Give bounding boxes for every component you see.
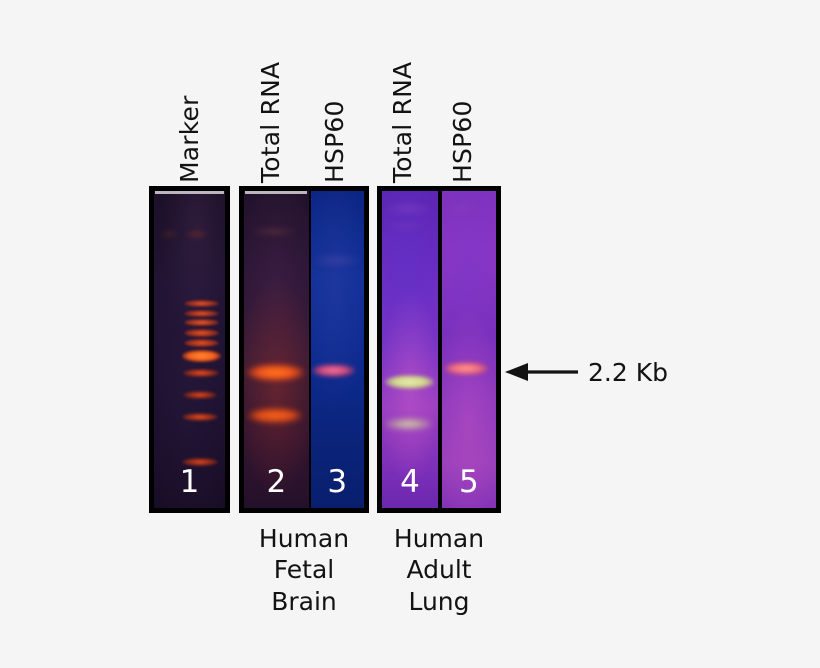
- marker-band-4: [183, 329, 220, 337]
- lane-number-5: 5: [459, 463, 479, 500]
- marker-band-1: [183, 300, 220, 308]
- gel-lane-divider: [437, 191, 442, 508]
- group-caption-fetal-brain-line1: Human: [258, 524, 350, 553]
- lane4-band-18s: [385, 417, 433, 431]
- gel-well-line-lane2: [245, 191, 308, 194]
- gel-lane-4: 4: [382, 191, 438, 508]
- gel-panel-marker: 1: [149, 186, 230, 513]
- lane3-faint-smear: [312, 254, 360, 268]
- group-caption-fetal-brain-line2: Fetal: [273, 555, 335, 585]
- gel-panel-fetal-brain: 2 3: [239, 186, 369, 513]
- gel-lane-3: 3: [310, 191, 364, 508]
- lane4-band-28s: [384, 375, 434, 390]
- group-caption-adult-lung: Human Adult Lung: [365, 523, 513, 617]
- gel-panel-marker-inner: 1: [154, 191, 225, 508]
- group-caption-adult-lung-line2: Adult: [406, 555, 472, 585]
- marker-band-2: [183, 309, 220, 317]
- gel-panel-adult-lung: 4 5: [377, 186, 501, 513]
- column-label-total-rna-brain: Total RNA: [256, 61, 285, 183]
- marker-band-6-bright: [181, 350, 221, 362]
- gel-well-smudge-b: [185, 229, 210, 240]
- gel-panel-adult-lung-inner: 4 5: [382, 191, 496, 508]
- lane-number-3: 3: [327, 463, 348, 500]
- lane2-well-smudge: [250, 225, 298, 237]
- column-label-hsp60-brain: HSP60: [320, 100, 349, 183]
- gel-lane-2: 2: [244, 191, 309, 508]
- gel-well-smudge-a: [158, 229, 180, 239]
- size-label-2-2-kb: 2.2 Kb: [588, 358, 668, 387]
- marker-band-10: [182, 457, 218, 467]
- lane2-band-28s: [246, 363, 304, 382]
- lane-number-2: 2: [266, 463, 287, 500]
- gel-well-line-lane1: [155, 191, 224, 194]
- group-caption-fetal-brain-line3: Brain: [271, 586, 337, 616]
- column-label-hsp60-lung: HSP60: [448, 100, 477, 183]
- lane5-band-hsp60: [444, 361, 489, 375]
- lane4-well-smudge: [385, 200, 431, 217]
- gel-lane-5: 5: [441, 191, 496, 508]
- marker-band-9: [182, 413, 218, 422]
- lane5-well-smudge: [447, 200, 481, 215]
- group-caption-adult-lung-line3: Lung: [408, 586, 470, 616]
- marker-band-7: [183, 369, 219, 378]
- column-label-total-rna-lung: Total RNA: [388, 61, 417, 183]
- lane3-band-hsp60: [312, 363, 355, 378]
- marker-band-8: [183, 391, 218, 399]
- gel-panel-fetal-brain-inner: 2 3: [244, 191, 364, 508]
- lane-number-4: 4: [400, 463, 420, 500]
- size-arrow-icon: [505, 363, 578, 381]
- lane-number-1: 1: [179, 463, 200, 500]
- column-label-marker: Marker: [175, 95, 204, 183]
- marker-band-5: [183, 339, 220, 347]
- group-caption-adult-lung-line1: Human: [393, 524, 485, 553]
- lane2-band-18s: [247, 408, 303, 423]
- group-caption-fetal-brain: Human Fetal Brain: [228, 523, 380, 617]
- lane4-well-smudge-2: [386, 221, 428, 231]
- marker-band-3: [183, 318, 220, 327]
